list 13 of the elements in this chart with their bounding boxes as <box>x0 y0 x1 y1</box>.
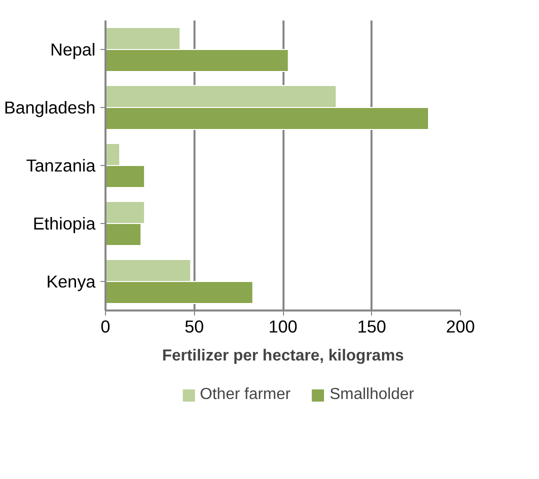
x-tick-label: 200 <box>446 316 475 336</box>
x-tick-label: 50 <box>184 316 204 336</box>
legend-label: Other farmer <box>200 386 291 404</box>
y-tick-label: Nepal <box>50 40 96 60</box>
x-axis-title: Fertilizer per hectare, kilograms <box>162 348 404 364</box>
y-tick-label: Ethiopia <box>32 214 96 234</box>
x-tick-label: 0 <box>100 316 110 336</box>
x-tick-label: 150 <box>357 316 386 336</box>
y-tick-label: Bangladesh <box>4 98 96 118</box>
legend-label: Smallholder <box>330 386 414 404</box>
y-tick-label: Kenya <box>46 272 96 292</box>
x-tick-label: 100 <box>268 316 298 336</box>
y-tick-label: Tanzania <box>26 156 96 176</box>
